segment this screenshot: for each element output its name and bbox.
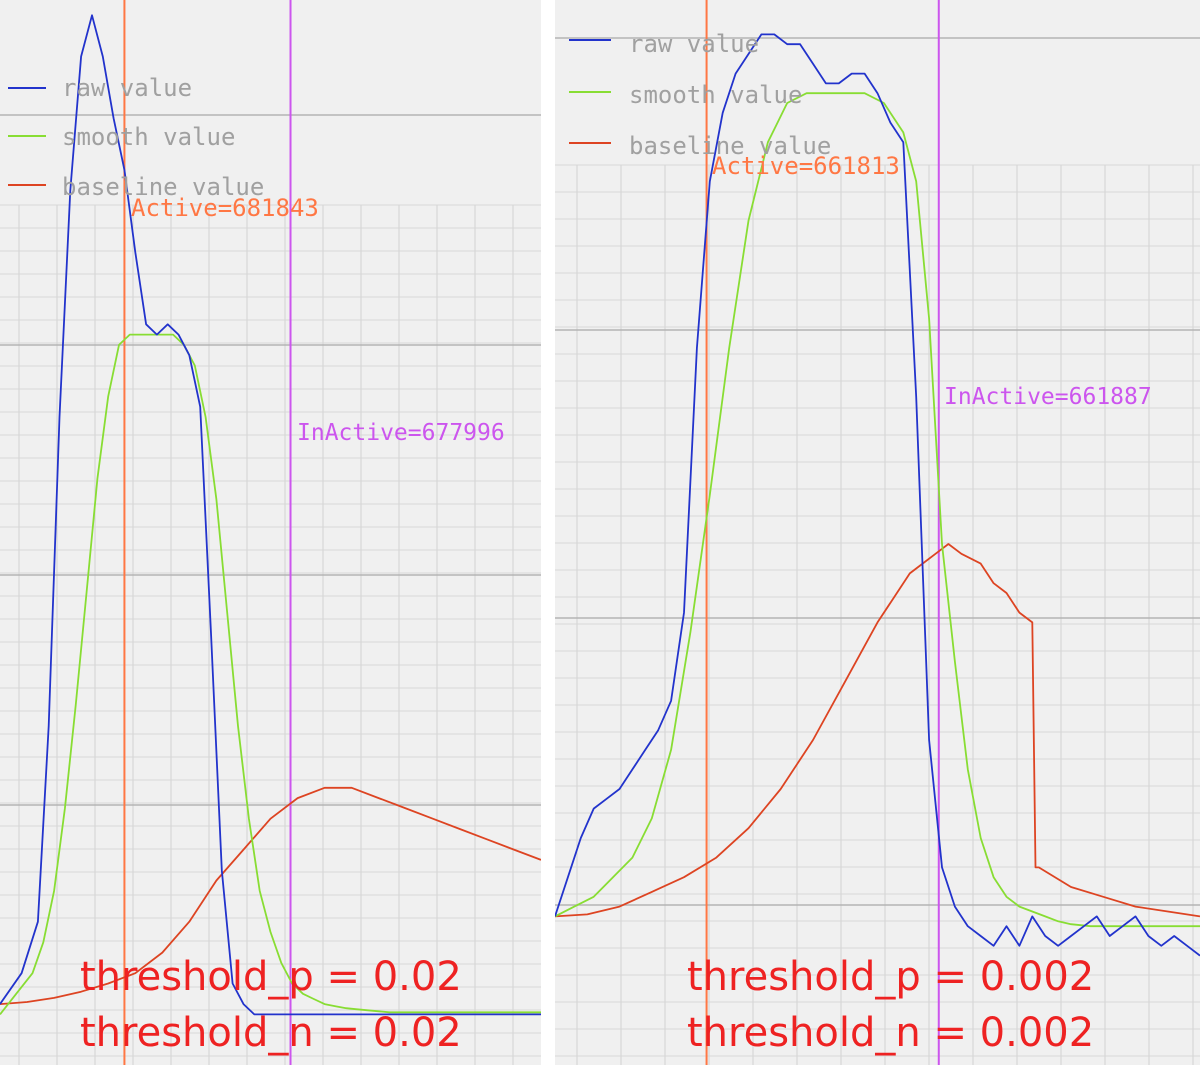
baseline-value-line <box>0 786 541 1005</box>
threshold-p-label: threshold_p = 0.02 <box>80 954 462 1000</box>
baseline-value-line <box>555 543 1200 918</box>
active-label: Active=661813 <box>712 152 900 180</box>
chart-right: raw value smooth value baseline value Ac… <box>555 0 1200 1065</box>
legend-baseline-label: baseline value <box>629 132 831 160</box>
raw-value-line <box>555 33 1200 957</box>
threshold-p-label: threshold_p = 0.002 <box>687 954 1094 1000</box>
chart-panel-right: raw value smooth value baseline value Ac… <box>555 0 1200 1065</box>
smooth-value-line <box>555 92 1200 928</box>
threshold-n-label: threshold_n = 0.02 <box>80 1010 462 1056</box>
chart-panel-left: raw value smooth value baseline value Ac… <box>0 0 541 1065</box>
legend-baseline-label: baseline value <box>62 173 264 201</box>
threshold-n-label: threshold_n = 0.002 <box>687 1010 1094 1056</box>
legend-smooth-label: smooth value <box>62 123 235 151</box>
legend-smooth-label: smooth value <box>629 81 802 109</box>
panel-divider <box>541 0 555 1065</box>
inactive-label: InActive=677996 <box>297 420 505 446</box>
chart-left: raw value smooth value baseline value Ac… <box>0 0 541 1065</box>
legend-raw-label: raw value <box>629 30 759 58</box>
active-label: Active=681843 <box>131 194 319 222</box>
smooth-value-line <box>0 333 541 1015</box>
raw-value-line <box>0 14 541 1016</box>
inactive-label: InActive=661887 <box>944 384 1152 410</box>
legend-raw-label: raw value <box>62 74 192 102</box>
